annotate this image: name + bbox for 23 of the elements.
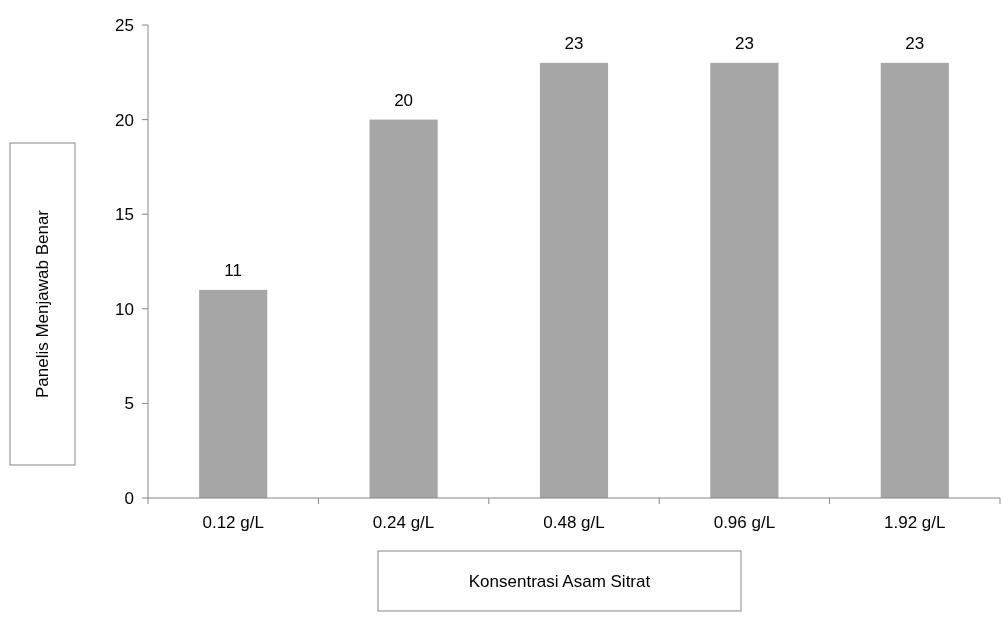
y-tick-label: 5 xyxy=(124,394,134,414)
data-label: 23 xyxy=(564,33,584,53)
x-tick-label: 1.92 g/L xyxy=(884,513,946,532)
x-tick-label: 0.12 g/L xyxy=(202,513,264,532)
x-tick-label: 0.48 g/L xyxy=(543,513,605,532)
data-label: 20 xyxy=(394,90,414,110)
bar xyxy=(880,62,949,498)
data-label: 23 xyxy=(905,33,925,53)
y-tick-label: 15 xyxy=(115,205,134,225)
y-tick-label: 10 xyxy=(115,299,134,319)
bar xyxy=(710,62,779,498)
y-tick-label: 0 xyxy=(124,488,134,508)
data-label: 23 xyxy=(734,33,754,53)
y-tick-label: 25 xyxy=(115,15,134,35)
y-tick-label: 20 xyxy=(115,110,134,130)
data-label: 11 xyxy=(224,260,243,280)
bar xyxy=(369,119,438,498)
x-axis-title: Konsentrasi Asam Sitrat xyxy=(468,571,651,591)
bar xyxy=(199,289,268,498)
bar xyxy=(539,62,609,498)
x-tick-label: 0.24 g/L xyxy=(372,513,435,532)
y-axis-title: Panelis Menjawab Benar xyxy=(33,209,53,399)
x-tick-label: 0.96 g/L xyxy=(713,513,776,532)
